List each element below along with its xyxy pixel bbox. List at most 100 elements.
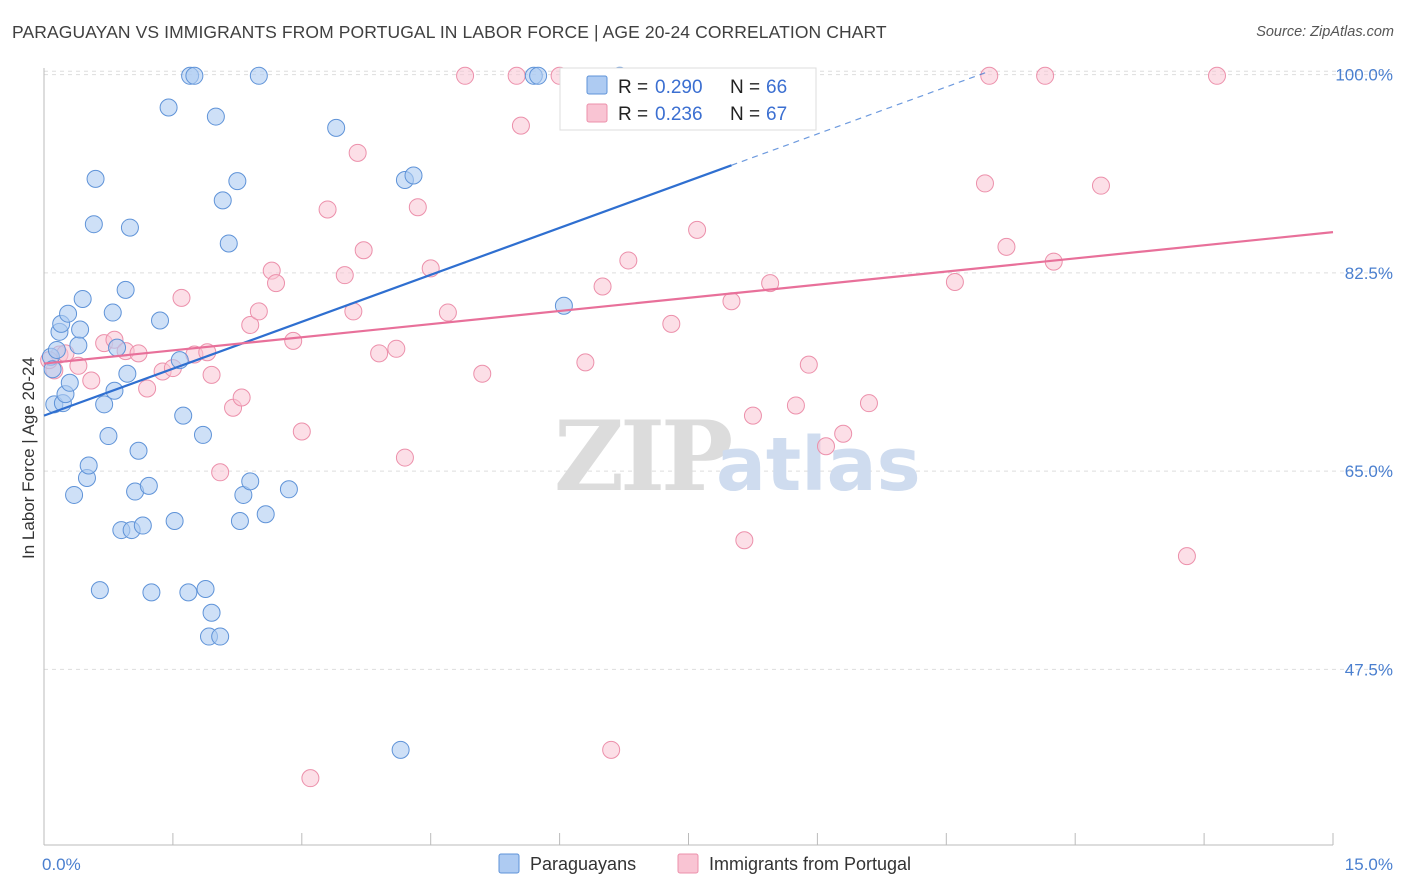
point-portugal — [456, 66, 475, 85]
point-paraguayans — [59, 304, 78, 323]
point-portugal — [232, 388, 251, 407]
point-portugal — [348, 143, 367, 162]
point-portugal — [1091, 176, 1110, 195]
point-paraguayans — [84, 215, 103, 234]
y-tick-label: 100.0% — [1335, 66, 1393, 85]
point-portugal — [619, 251, 638, 270]
point-portugal — [138, 379, 157, 398]
chart-source: Source: ZipAtlas.com — [1256, 24, 1394, 40]
legend-swatch-portugal — [586, 103, 608, 123]
trend-line-portugal — [43, 231, 1334, 365]
point-portugal — [735, 531, 754, 550]
point-portugal — [438, 303, 457, 322]
point-portugal — [980, 66, 999, 85]
legend-n-label-1: N = — [730, 77, 760, 98]
x-tick-label-min: 0.0% — [42, 855, 81, 874]
point-portugal — [786, 396, 805, 415]
point-paraguayans — [202, 603, 221, 622]
point-portugal — [473, 364, 492, 383]
point-paraguayans — [193, 425, 212, 444]
x-tick-label-max: 15.0% — [1345, 855, 1393, 874]
legend-bottom-swatch-portugal — [677, 853, 699, 874]
point-portugal — [507, 66, 526, 85]
legend-swatch-paraguayans — [586, 75, 608, 95]
point-portugal — [602, 740, 621, 759]
point-portugal — [997, 237, 1016, 256]
point-portugal — [202, 365, 221, 384]
point-portugal — [743, 406, 762, 425]
point-portugal — [799, 355, 818, 374]
legend-r-label-2: R = — [618, 104, 648, 125]
y-tick-label: 82.5% — [1345, 264, 1393, 283]
point-paraguayans — [73, 289, 92, 308]
point-paraguayans — [159, 98, 178, 117]
point-paraguayans — [165, 512, 184, 531]
trend-line-paraguayans — [43, 164, 732, 417]
point-portugal — [395, 448, 414, 467]
legend-n-value-1: 66 — [766, 77, 787, 98]
point-paraguayans — [65, 485, 84, 504]
point-portugal — [975, 174, 994, 193]
point-portugal — [354, 241, 373, 260]
point-paraguayans — [391, 740, 410, 759]
point-portugal — [211, 463, 230, 482]
point-paraguayans — [116, 280, 135, 299]
point-paraguayans — [196, 579, 215, 598]
point-paraguayans — [185, 66, 204, 85]
point-paraguayans — [241, 472, 260, 491]
point-portugal — [834, 424, 853, 443]
legend-stats: R = 0.290 N = 66 R = 0.236 N = 67 — [559, 67, 817, 131]
point-paraguayans — [249, 66, 268, 85]
point-paraguayans — [529, 66, 548, 85]
point-portugal — [408, 198, 427, 217]
y-tick-label: 65.0% — [1345, 462, 1393, 481]
point-portugal — [1036, 66, 1055, 85]
point-portugal — [859, 394, 878, 413]
gridlines — [44, 70, 1393, 670]
point-paraguayans — [69, 336, 88, 355]
point-portugal — [387, 339, 406, 358]
legend-series: Paraguayans Immigrants from Portugal — [498, 853, 911, 874]
trend-lines — [43, 70, 1334, 417]
point-portugal — [593, 277, 612, 296]
watermark-zip: ZIP — [554, 400, 731, 513]
point-paraguayans — [230, 512, 249, 531]
point-paraguayans — [211, 627, 230, 646]
point-portugal — [511, 116, 530, 135]
point-portugal — [1207, 66, 1226, 85]
point-portugal — [241, 316, 260, 335]
point-portugal — [722, 292, 741, 311]
point-portugal — [688, 220, 707, 239]
watermark: ZIP atlas — [554, 400, 921, 513]
point-portugal — [172, 288, 191, 307]
point-portugal — [576, 353, 595, 372]
point-paraguayans — [404, 166, 423, 185]
point-paraguayans — [228, 172, 247, 191]
point-paraguayans — [118, 364, 137, 383]
point-paraguayans — [86, 169, 105, 188]
legend-r-value-1: 0.290 — [655, 77, 703, 98]
point-portugal — [662, 314, 681, 333]
point-paraguayans — [213, 191, 232, 210]
legend-label-portugal: Immigrants from Portugal — [709, 854, 911, 874]
point-paraguayans — [179, 583, 198, 602]
point-paraguayans — [103, 303, 122, 322]
point-paraguayans — [129, 441, 148, 460]
point-portugal — [267, 274, 286, 293]
y-tick-labels: 47.5% 65.0% 82.5% 100.0% — [1335, 66, 1393, 680]
y-tick-label: 47.5% — [1345, 660, 1393, 679]
point-portugal — [318, 200, 337, 219]
point-paraguayans — [133, 516, 152, 535]
chart-title: PARAGUAYAN VS IMMIGRANTS FROM PORTUGAL I… — [12, 22, 887, 42]
y-axis-label: In Labor Force | Age 20-24 — [19, 357, 38, 559]
point-paraguayans — [206, 107, 225, 126]
point-paraguayans — [60, 373, 79, 392]
point-paraguayans — [139, 476, 158, 495]
trend-line-paraguayans-extension — [731, 70, 990, 166]
point-paraguayans — [256, 505, 275, 524]
point-paraguayans — [279, 480, 298, 499]
point-portugal — [1177, 547, 1196, 566]
legend-r-label-1: R = — [618, 77, 648, 98]
point-paraguayans — [47, 340, 66, 359]
